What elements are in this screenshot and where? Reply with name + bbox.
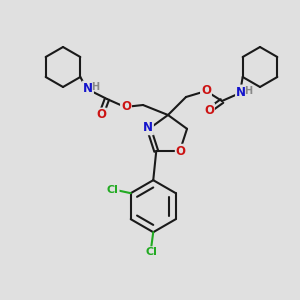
Text: O: O xyxy=(201,83,211,97)
Text: N: N xyxy=(143,121,153,134)
Text: Cl: Cl xyxy=(107,185,119,195)
Text: N: N xyxy=(83,82,93,94)
Text: O: O xyxy=(96,109,106,122)
Text: H: H xyxy=(244,86,252,96)
Text: Cl: Cl xyxy=(145,247,157,257)
Text: H: H xyxy=(91,82,99,92)
Text: O: O xyxy=(204,103,214,116)
Text: O: O xyxy=(121,100,131,112)
Text: N: N xyxy=(236,85,246,98)
Text: O: O xyxy=(176,145,186,158)
